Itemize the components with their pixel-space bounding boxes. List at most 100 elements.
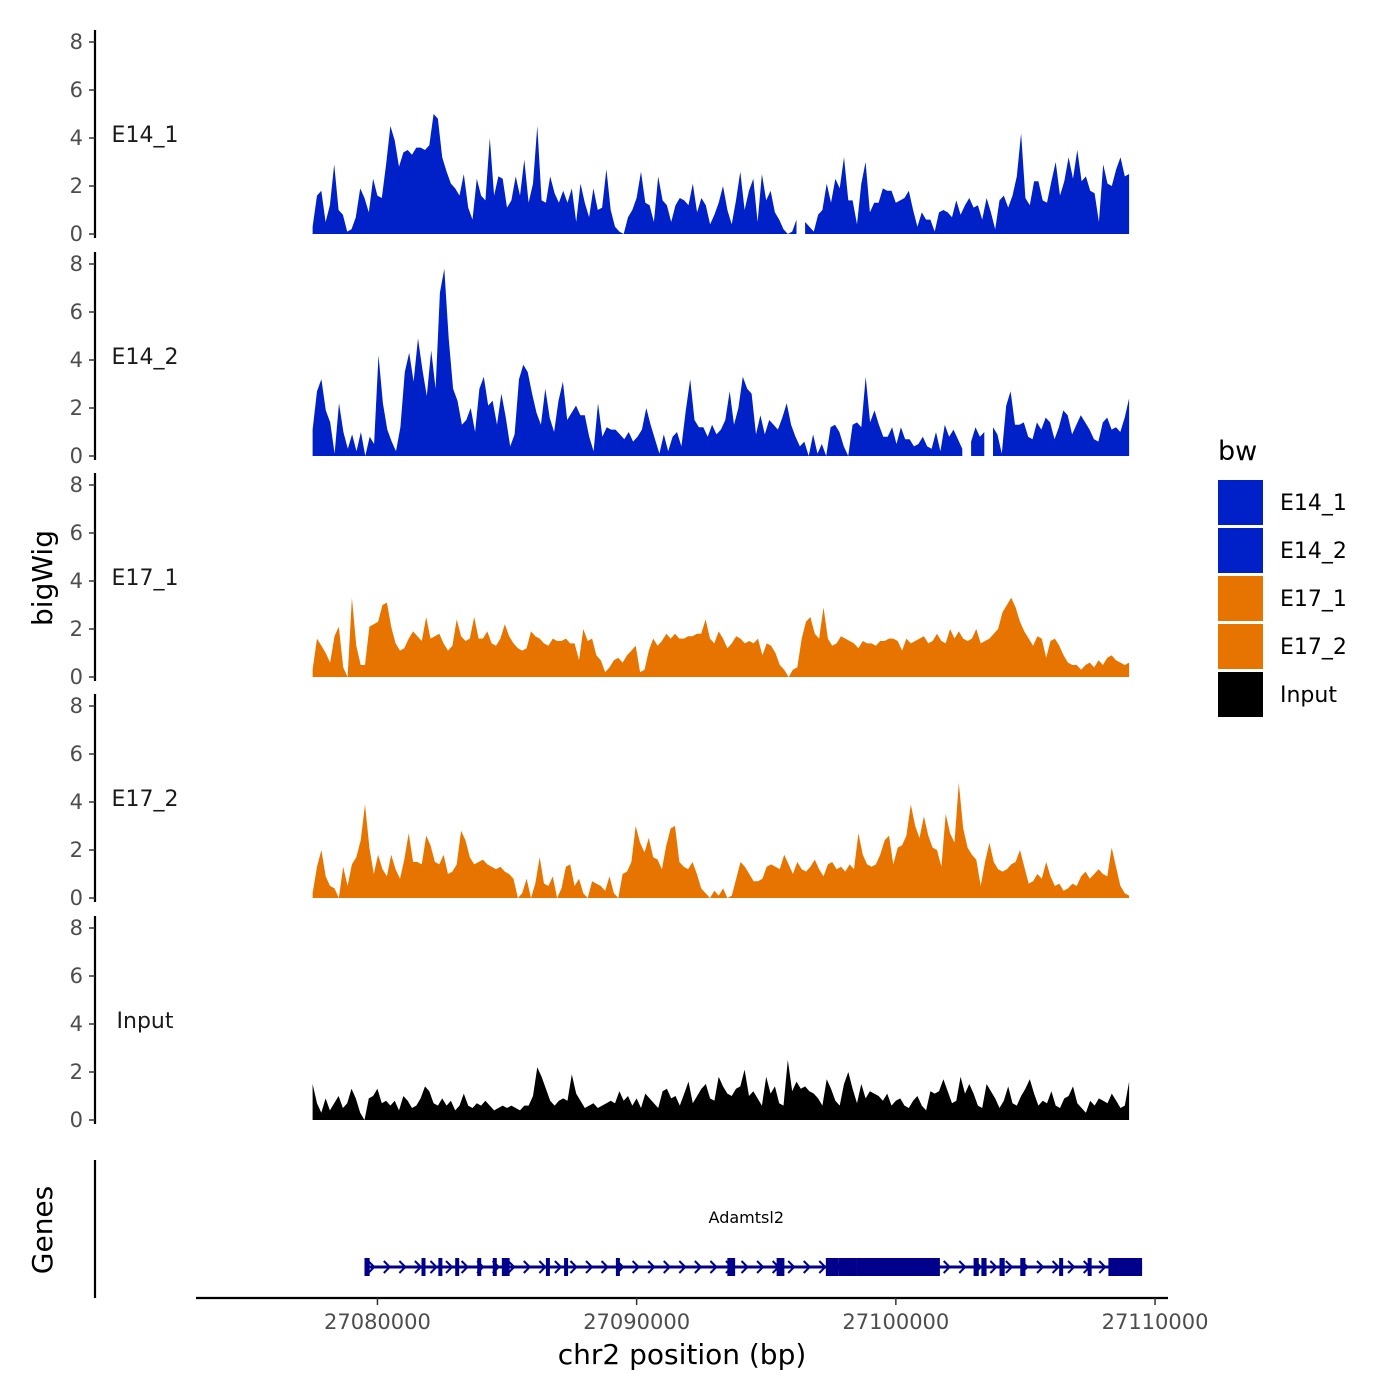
legend-title: bw <box>1218 436 1257 467</box>
gene-exon <box>492 1258 497 1276</box>
gene-exon <box>501 1258 510 1276</box>
coverage-tracks: 0 2 4 6 8 E14_1 0 2 4 6 8 E14_2 0 2 4 6 8 E17_1 0 2 4 6 8 E17_2… <box>70 30 1130 1132</box>
gene-label: Adamtsl2 <box>709 1208 784 1227</box>
track-Input: 0 2 4 6 8 Input <box>70 916 1130 1132</box>
y-tick-label: 8 <box>70 473 83 497</box>
gene-exon <box>727 1258 736 1276</box>
gene-exon <box>825 1258 839 1276</box>
gene-exon <box>999 1258 1005 1276</box>
y-tick-label: 8 <box>70 694 83 718</box>
y-tick-label: 0 <box>70 444 83 468</box>
y-tick-label: 6 <box>70 742 83 766</box>
strand-arrow <box>694 1260 703 1274</box>
y-tick-label: 0 <box>70 1108 83 1132</box>
gene-exon <box>981 1258 987 1276</box>
track-label: E14_1 <box>112 123 179 148</box>
strand-arrow <box>787 1260 796 1274</box>
y-tick-label: 2 <box>70 617 83 641</box>
y-tick-label: 0 <box>70 222 83 246</box>
y-tick-label: 4 <box>70 1012 83 1036</box>
strand-arrow <box>585 1260 594 1274</box>
strand-arrow <box>538 1260 547 1274</box>
y-tick-label: 6 <box>70 964 83 988</box>
y-tick-label: 8 <box>70 30 83 54</box>
strand-arrow <box>989 1260 998 1274</box>
strand-arrow <box>631 1260 641 1274</box>
gene-exon <box>872 1258 940 1276</box>
gene-exon <box>973 1258 979 1276</box>
y-tick-label: 0 <box>70 886 83 910</box>
y-tick-label: 2 <box>70 174 83 198</box>
gene-exon <box>364 1258 370 1276</box>
strand-arrow <box>367 1260 376 1274</box>
y-tick-label: 4 <box>70 126 83 150</box>
strand-arrow <box>740 1260 749 1274</box>
gene-exon <box>615 1258 620 1276</box>
legend-label: E14_2 <box>1280 539 1347 564</box>
track-label: E14_2 <box>112 345 179 370</box>
y-tick-label: 2 <box>70 396 83 420</box>
x-tick-label: 27090000 <box>583 1310 690 1334</box>
gene-exon <box>564 1258 569 1276</box>
gene-exon <box>1108 1258 1143 1276</box>
y-tick-label: 6 <box>70 521 83 545</box>
strand-arrow <box>507 1260 516 1274</box>
x-tick-label: 27080000 <box>324 1310 431 1334</box>
x-tick-label: 27110000 <box>1102 1310 1209 1334</box>
legend-label: E17_1 <box>1280 587 1347 612</box>
x-axis: 27080000 27090000 27100000 27110000 <box>196 1296 1209 1334</box>
coverage-area <box>312 268 963 456</box>
legend-label: E14_1 <box>1280 491 1347 516</box>
track-E17_1: 0 2 4 6 8 E17_1 <box>70 473 1130 689</box>
strand-arrow <box>647 1260 656 1274</box>
strand-arrow <box>383 1260 392 1274</box>
strand-arrow <box>523 1260 532 1274</box>
x-axis-title: chr2 position (bp) <box>558 1338 807 1371</box>
genes-panel: Adamtsl2 <box>93 1160 1143 1298</box>
gene-exon <box>1059 1258 1064 1276</box>
track-E17_2: 0 2 4 6 8 E17_2 <box>70 694 1130 910</box>
strand-arrow <box>398 1260 407 1274</box>
legend-swatch <box>1218 576 1263 621</box>
gene-exon <box>838 1258 857 1276</box>
strand-arrow <box>1005 1260 1014 1274</box>
strand-arrow <box>942 1260 952 1274</box>
y-tick-label: 4 <box>70 790 83 814</box>
strand-arrow <box>554 1260 563 1274</box>
strand-arrow <box>429 1260 438 1274</box>
strand-arrow <box>803 1260 812 1274</box>
track-E14_2: 0 2 4 6 8 E14_2 <box>70 252 1130 468</box>
y-tick-label: 0 <box>70 665 83 689</box>
legend-swatch <box>1218 624 1263 669</box>
gene-exon <box>1087 1258 1092 1276</box>
y-tick-label: 4 <box>70 569 83 593</box>
strand-arrow <box>569 1260 578 1274</box>
y-tick-label: 6 <box>70 78 83 102</box>
y-tick-label: 6 <box>70 300 83 324</box>
gene-exon <box>477 1258 482 1276</box>
strand-arrow <box>460 1260 469 1274</box>
track-label: Input <box>117 1009 174 1034</box>
legend-label: E17_2 <box>1280 635 1347 660</box>
gene-exon <box>421 1258 426 1276</box>
coverage-area <box>971 427 985 456</box>
strand-arrow <box>663 1260 672 1274</box>
strand-arrow <box>1036 1260 1045 1274</box>
legend-swatch <box>1218 672 1263 717</box>
y-tick-label: 2 <box>70 838 83 862</box>
legend: bw E14_1 E14_2 E17_1 E17_2 Input <box>1218 436 1347 717</box>
gene-exon <box>856 1258 873 1276</box>
legend-swatch <box>1218 528 1263 573</box>
strand-arrow <box>414 1260 423 1274</box>
x-tick-label: 27100000 <box>842 1310 949 1334</box>
coverage-area <box>993 391 1130 456</box>
strand-arrow <box>1098 1260 1107 1274</box>
strand-arrow <box>1067 1260 1076 1274</box>
strand-arrow <box>445 1260 454 1274</box>
coverage-area <box>312 114 797 234</box>
gene-exon <box>776 1258 785 1276</box>
strand-arrow <box>818 1260 827 1274</box>
y-axis-title: bigWig <box>26 530 59 626</box>
gene-exon <box>438 1258 443 1276</box>
